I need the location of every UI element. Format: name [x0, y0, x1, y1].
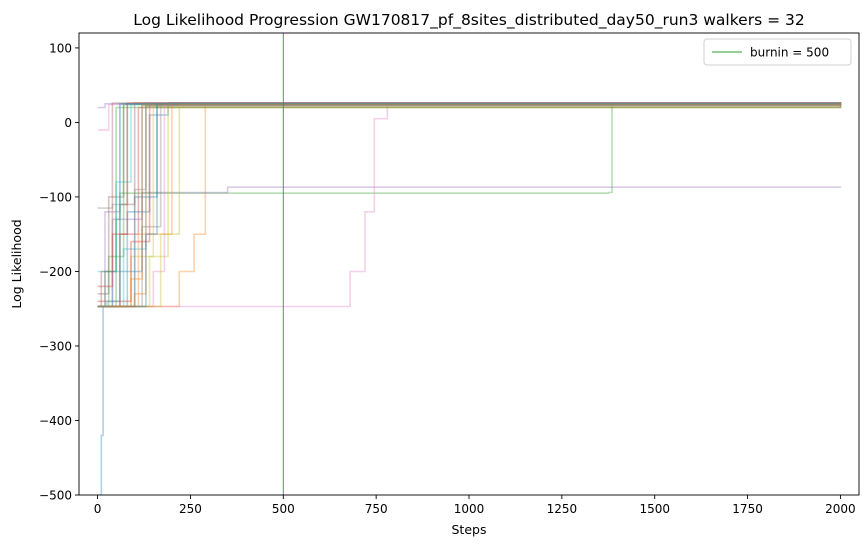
y-tick-label: −100 [39, 190, 72, 204]
walker-trace-3 [97, 103, 842, 308]
walker-trace-18 [97, 103, 842, 308]
walker-trace-16 [97, 102, 842, 308]
walker-trace-20 [97, 103, 842, 273]
walker-trace-21 [97, 103, 842, 308]
walker-trace-11 [99, 103, 842, 495]
walker-trace-9 [97, 103, 842, 308]
legend: burnin = 500 [703, 38, 852, 66]
x-tick-label: 0 [94, 502, 102, 516]
y-tick-label: 100 [49, 41, 72, 55]
walker-trace-13 [97, 102, 842, 308]
walker-trace-7 [97, 103, 841, 308]
x-tick-label: 1500 [639, 502, 670, 516]
walker-trace-4 [97, 102, 842, 308]
walker-trace-12 [97, 103, 842, 308]
walker-trace-2 [97, 103, 842, 308]
y-axis-ticks: −500 −400 −300 −200 −100 0 100 [39, 41, 79, 503]
x-axis-label: Steps [452, 522, 487, 537]
walker-trace-5 [97, 186, 842, 308]
walker-trace-32 [97, 102, 842, 308]
walker-trace-22 [97, 103, 842, 308]
walker-trace-10 [97, 103, 842, 308]
walker-traces [97, 102, 842, 495]
y-tick-label: −300 [39, 339, 72, 353]
y-tick-label: −500 [39, 489, 72, 503]
x-tick-label: 750 [365, 502, 388, 516]
x-tick-label: 250 [179, 502, 202, 516]
y-tick-label: −400 [39, 414, 72, 428]
x-tick-label: 1750 [732, 502, 763, 516]
plot-frame [78, 32, 860, 496]
walker-trace-1 [97, 102, 841, 308]
walker-trace-23 [97, 102, 842, 308]
walker-trace-25 [97, 103, 842, 308]
walker-trace-29 [97, 103, 842, 308]
x-tick-label: 500 [272, 502, 295, 516]
x-tick-label: 2000 [825, 502, 856, 516]
legend-label-burnin: burnin = 500 [750, 46, 829, 60]
x-tick-label: 1000 [454, 502, 485, 516]
chart-title: Log Likelihood Progression GW170817_pf_8… [133, 11, 804, 30]
walker-trace-17 [97, 103, 842, 131]
y-tick-label: −200 [39, 265, 72, 279]
y-axis-label: Log Likelihood [9, 219, 24, 308]
walker-trace-14 [97, 103, 842, 303]
walker-trace-15 [97, 103, 842, 109]
walker-trace-24 [97, 102, 842, 288]
walker-trace-6 [97, 102, 842, 295]
x-axis-ticks: 0 250 500 750 1000 1250 1500 1750 2000 [94, 495, 856, 516]
legend-box [703, 38, 852, 66]
walker-trace-8 [97, 102, 842, 209]
walker-trace-31 [97, 103, 842, 308]
x-tick-label: 1250 [547, 502, 578, 516]
walker-trace-27 [97, 103, 842, 308]
walker-trace-26 [97, 102, 842, 308]
walker-trace-19 [97, 103, 842, 308]
walker-trace-30 [97, 103, 842, 308]
walker-trace-28 [97, 102, 841, 308]
y-tick-label: 0 [64, 116, 72, 130]
